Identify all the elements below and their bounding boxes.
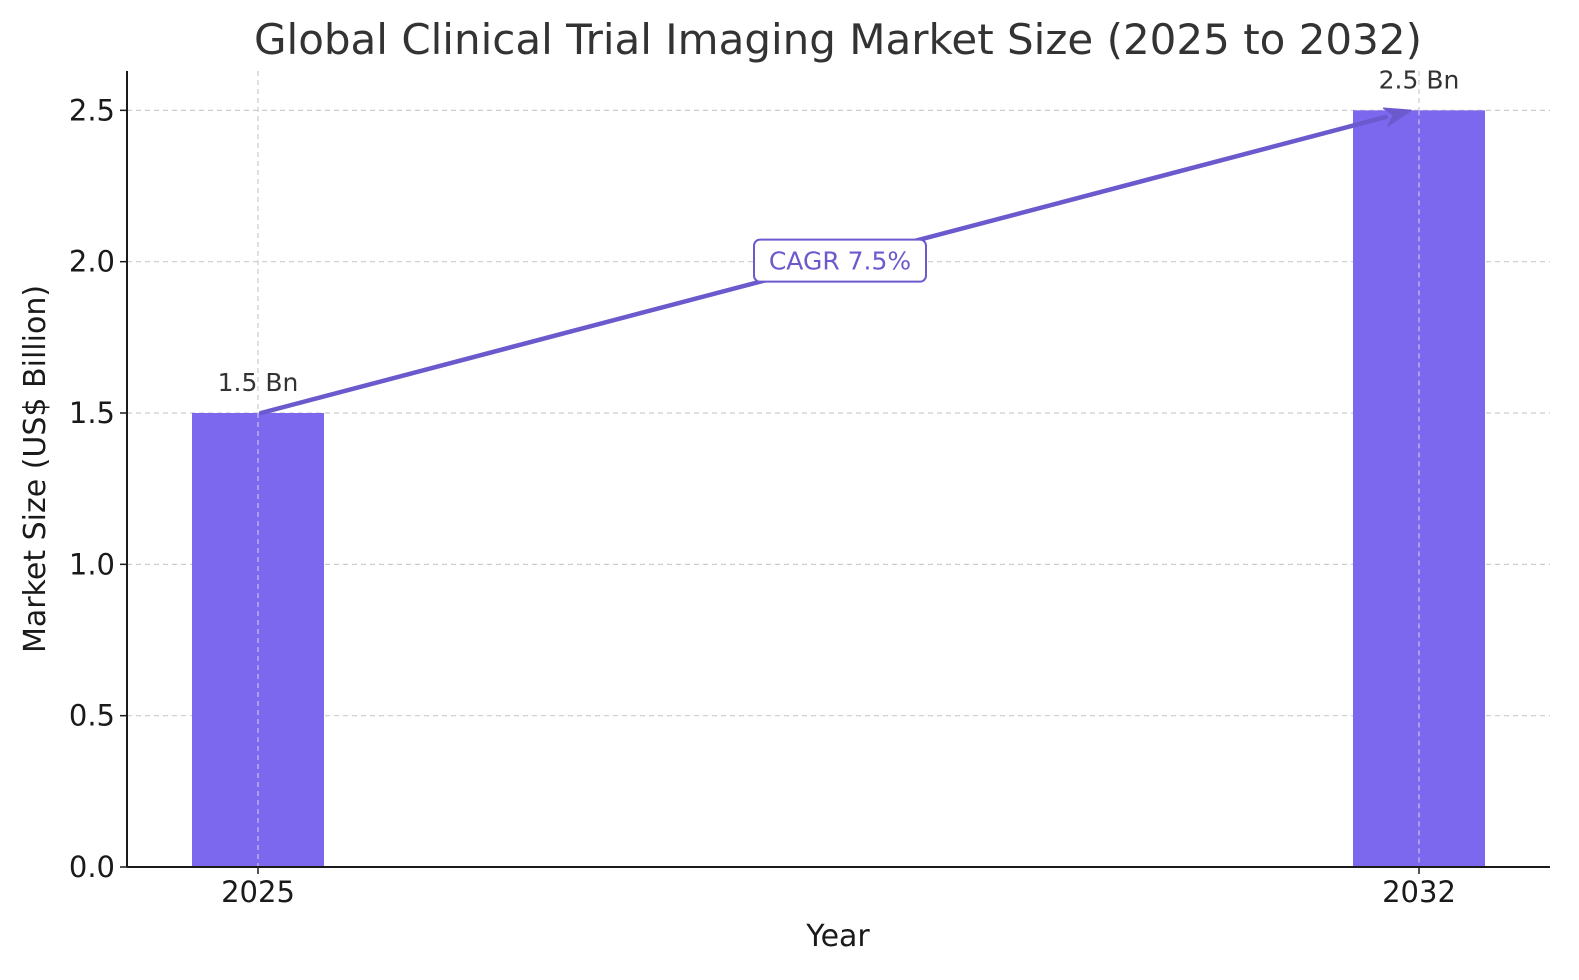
chart-title: Global Clinical Trial Imaging Market Siz… (254, 15, 1422, 64)
label-layer: 1.5 Bn 2.5 Bn (218, 65, 1460, 397)
y-axis-title: Market Size (US$ Billion) (18, 285, 53, 653)
axis-layer: 0.0 0.5 1.0 1.5 2.0 2.5 2025 2032 (69, 71, 1550, 909)
data-label-2025: 1.5 Bn (218, 368, 299, 397)
cagr-label-box (753, 238, 927, 283)
x-tick-label-2025: 2025 (221, 875, 295, 909)
cagr-arrow-layer: CAGR 7.5% (258, 107, 1412, 416)
y-tick-label: 2.5 (69, 93, 115, 127)
x-tick-label-2032: 2032 (1382, 875, 1456, 909)
data-label-2032: 2.5 Bn (1379, 65, 1460, 94)
grid-layer (127, 71, 1550, 868)
y-tick-label: 0.0 (69, 850, 115, 884)
y-tick-label: 1.5 (69, 396, 115, 430)
y-tick-label: 2.0 (69, 245, 115, 279)
cagr-label: CAGR 7.5% (769, 247, 911, 276)
bar-layer (192, 110, 1485, 867)
x-axis-title: Year (805, 919, 870, 954)
y-tick-label: 0.5 (69, 699, 115, 733)
y-tick-label: 1.0 (69, 547, 115, 581)
cagr-arrow-head (1382, 107, 1412, 127)
